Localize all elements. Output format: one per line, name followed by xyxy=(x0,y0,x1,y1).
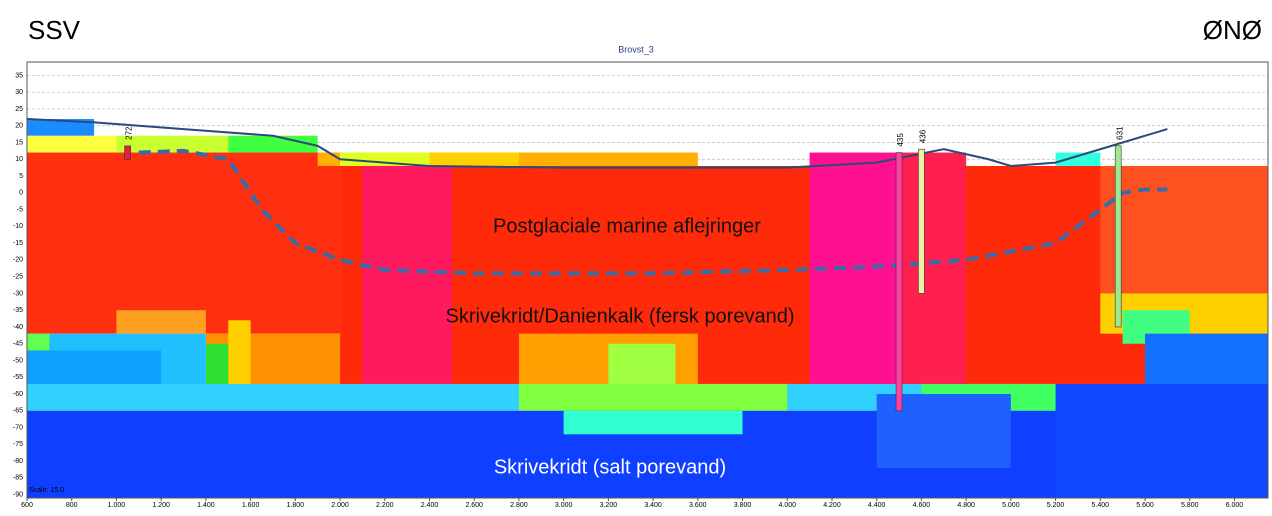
x-tick-label: 4.200 xyxy=(823,502,841,509)
x-tick-label: 600 xyxy=(21,502,33,509)
cell xyxy=(1056,153,1101,166)
cell xyxy=(899,153,966,384)
x-tick-label: 2.200 xyxy=(376,502,394,509)
x-tick-label: 1.200 xyxy=(152,502,170,509)
x-tick-label: 4.000 xyxy=(778,502,796,509)
y-tick-label: -10 xyxy=(13,223,23,230)
chart-title: Brovst_3 xyxy=(618,44,654,54)
y-tick-label: 35 xyxy=(15,72,23,79)
x-tick-label: 5.600 xyxy=(1136,502,1154,509)
x-tick-label: 1.800 xyxy=(287,502,305,509)
x-tick-label: 3.800 xyxy=(734,502,752,509)
y-tick-label: 5 xyxy=(19,173,23,180)
x-tick-label: 3.600 xyxy=(689,502,707,509)
borehole-label: 436 xyxy=(919,129,928,143)
annotation: Postglaciale marine aflejringer xyxy=(493,215,761,237)
y-tick-label: -20 xyxy=(13,257,23,264)
page: SSV ØNØ Brovst_3 35 30 25 20 15 10 5 0 -5 -10 -15 -… xyxy=(0,0,1272,511)
x-tick-label: 3.200 xyxy=(600,502,618,509)
y-tick-label: -90 xyxy=(13,491,23,498)
y-tick-label: -5 xyxy=(17,206,23,213)
cell xyxy=(1056,384,1268,498)
right-direction: ØNØ xyxy=(1203,15,1262,45)
cell xyxy=(206,344,228,384)
x-tick-label: 1.400 xyxy=(197,502,215,509)
x-tick-label: 1.600 xyxy=(242,502,260,509)
x-tick-label: 3.000 xyxy=(555,502,573,509)
y-tick-label: -65 xyxy=(13,408,23,415)
cell xyxy=(362,166,451,384)
annotation: Skrivekridt (salt porevand) xyxy=(494,456,726,478)
borehole-label: 631 xyxy=(1115,126,1124,140)
y-tick-label: -35 xyxy=(13,307,23,314)
cell xyxy=(228,136,317,153)
left-direction: SSV xyxy=(28,15,81,45)
cell xyxy=(519,384,787,411)
y-tick-label: -50 xyxy=(13,357,23,364)
cell xyxy=(429,153,518,166)
cell xyxy=(1145,334,1268,384)
borehole xyxy=(1115,146,1121,327)
borehole xyxy=(896,153,902,411)
cell xyxy=(27,334,49,351)
y-tick-label: -85 xyxy=(13,475,23,482)
cell xyxy=(228,320,250,384)
cell xyxy=(1100,166,1268,293)
y-tick-label: 25 xyxy=(15,106,23,113)
cell xyxy=(116,310,205,333)
y-tick-label: -40 xyxy=(13,324,23,331)
borehole-label: 435 xyxy=(896,133,905,147)
cell xyxy=(608,344,675,384)
y-tick-label: 10 xyxy=(15,156,23,163)
x-tick-label: 1.000 xyxy=(108,502,126,509)
y-tick-label: 20 xyxy=(15,123,23,130)
y-tick-label: -15 xyxy=(13,240,23,247)
y-tick-label: 30 xyxy=(15,89,23,96)
y-tick-label: -80 xyxy=(13,458,23,465)
x-tick-label: 2.000 xyxy=(331,502,349,509)
y-tick-label: -75 xyxy=(13,441,23,448)
x-tick-label: 5.400 xyxy=(1092,502,1110,509)
x-tick-label: 5.200 xyxy=(1047,502,1065,509)
y-tick-label: -30 xyxy=(13,290,23,297)
cell xyxy=(27,350,161,384)
x-tick-label: 2.400 xyxy=(421,502,439,509)
x-tick-label: 4.400 xyxy=(868,502,886,509)
borehole xyxy=(125,146,131,159)
cell xyxy=(564,411,743,434)
annotation: Skrivekridt/Danienkalk (fersk porevand) xyxy=(445,305,794,327)
x-tick-label: 5.000 xyxy=(1002,502,1020,509)
x-tick-label: 2.600 xyxy=(465,502,483,509)
y-tick-label: -60 xyxy=(13,391,23,398)
y-tick-label: -25 xyxy=(13,273,23,280)
y-tick-label: -70 xyxy=(13,424,23,431)
x-tick-label: 800 xyxy=(66,502,78,509)
y-tick-label: -45 xyxy=(13,341,23,348)
x-tick-label: 5.800 xyxy=(1181,502,1199,509)
x-tick-label: 4.800 xyxy=(957,502,975,509)
y-tick-label: 0 xyxy=(19,190,23,197)
y-tick-label: -55 xyxy=(13,374,23,381)
x-tick-label: 4.600 xyxy=(913,502,931,509)
x-tick-label: 6.000 xyxy=(1226,502,1244,509)
x-tick-label: 2.800 xyxy=(510,502,528,509)
scale-label: Scale: 15.0 xyxy=(29,487,64,494)
borehole xyxy=(918,149,924,293)
borehole-label: 272 xyxy=(125,126,134,140)
cell xyxy=(340,153,429,166)
y-tick-label: 15 xyxy=(15,139,23,146)
plot-area xyxy=(27,75,1268,498)
x-tick-label: 3.400 xyxy=(644,502,662,509)
